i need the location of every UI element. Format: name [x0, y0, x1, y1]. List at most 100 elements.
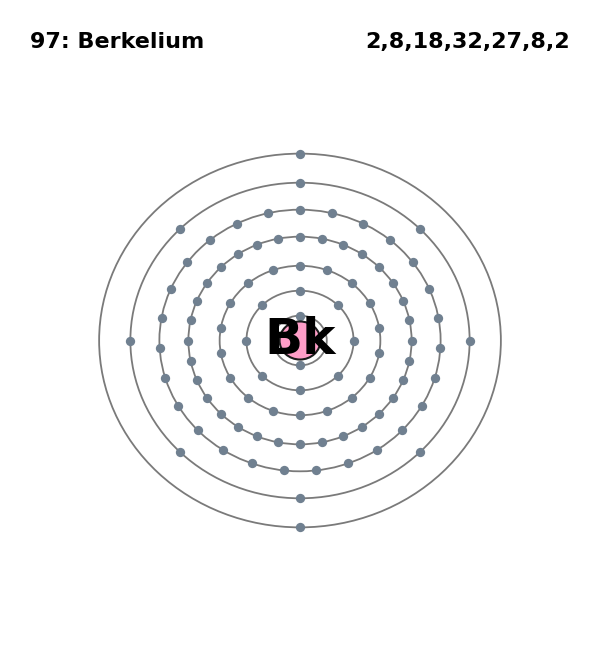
Point	[295, 286, 305, 296]
Point	[317, 437, 326, 448]
Point	[216, 322, 226, 333]
Point	[365, 373, 374, 383]
Point	[328, 208, 337, 219]
Point	[279, 465, 289, 475]
Point	[247, 458, 257, 468]
Point	[408, 257, 418, 268]
Point	[295, 310, 305, 321]
Point	[295, 177, 305, 188]
Point	[338, 432, 347, 442]
Point	[338, 239, 347, 250]
Point	[404, 355, 414, 366]
Point	[295, 261, 305, 271]
Point	[398, 295, 408, 306]
Point	[274, 437, 283, 448]
Ellipse shape	[280, 321, 320, 359]
Point	[407, 335, 416, 346]
Point	[323, 406, 332, 416]
Point	[347, 278, 356, 288]
Point	[173, 401, 183, 411]
Point	[184, 335, 193, 346]
Point	[226, 373, 235, 383]
Point	[343, 458, 353, 468]
Point	[295, 439, 305, 450]
Point	[295, 204, 305, 215]
Point	[357, 249, 367, 259]
Point	[424, 284, 434, 294]
Point	[434, 313, 443, 323]
Point	[295, 232, 305, 242]
Point	[186, 315, 196, 326]
Point	[465, 335, 475, 346]
Point	[193, 425, 203, 435]
Text: 2,8,18,32,27,8,2: 2,8,18,32,27,8,2	[365, 32, 570, 52]
Point	[295, 410, 305, 421]
Point	[417, 401, 427, 411]
Point	[374, 322, 384, 333]
Point	[202, 277, 212, 288]
Point	[233, 422, 243, 432]
Point	[398, 375, 408, 386]
Point	[349, 335, 358, 346]
Point	[333, 371, 343, 381]
Point	[202, 393, 212, 403]
Point	[373, 444, 382, 455]
Point	[374, 409, 384, 419]
Point	[125, 335, 135, 346]
Point	[182, 257, 192, 268]
Point	[317, 233, 326, 244]
Point	[347, 393, 356, 403]
Point	[268, 406, 277, 416]
Point	[218, 444, 227, 455]
Point	[244, 393, 253, 403]
Point	[155, 343, 164, 353]
Point	[257, 371, 267, 381]
Point	[253, 239, 262, 250]
Point	[175, 224, 185, 234]
Point	[397, 425, 407, 435]
Point	[257, 300, 267, 310]
Point	[323, 265, 332, 275]
Point	[295, 493, 305, 504]
Point	[242, 335, 251, 346]
Point	[311, 465, 321, 475]
Point	[253, 432, 262, 442]
Point	[274, 233, 283, 244]
Point	[216, 262, 226, 272]
Point	[175, 447, 185, 457]
Point	[374, 262, 384, 272]
Point	[295, 361, 305, 371]
Point	[295, 148, 305, 159]
Point	[404, 315, 414, 326]
Point	[295, 522, 305, 533]
Point	[415, 224, 425, 234]
Point	[244, 278, 253, 288]
Point	[263, 208, 272, 219]
Point	[166, 284, 176, 294]
Point	[430, 373, 440, 383]
Point	[192, 375, 202, 386]
Point	[216, 348, 226, 359]
Point	[388, 277, 398, 288]
Point	[295, 385, 305, 395]
Point	[226, 298, 235, 308]
Point	[216, 409, 226, 419]
Point	[233, 249, 243, 259]
Point	[333, 300, 343, 310]
Point	[232, 219, 242, 229]
Point	[436, 343, 445, 353]
Point	[192, 295, 202, 306]
Point	[268, 265, 277, 275]
Point	[415, 447, 425, 457]
Text: 97: Berkelium: 97: Berkelium	[30, 32, 204, 52]
Text: Bk: Bk	[264, 317, 336, 364]
Point	[186, 355, 196, 366]
Point	[357, 422, 367, 432]
Point	[160, 373, 170, 383]
Point	[358, 219, 368, 229]
Point	[157, 313, 166, 323]
Point	[388, 393, 398, 403]
Point	[365, 298, 374, 308]
Point	[205, 235, 214, 246]
Point	[386, 235, 395, 246]
